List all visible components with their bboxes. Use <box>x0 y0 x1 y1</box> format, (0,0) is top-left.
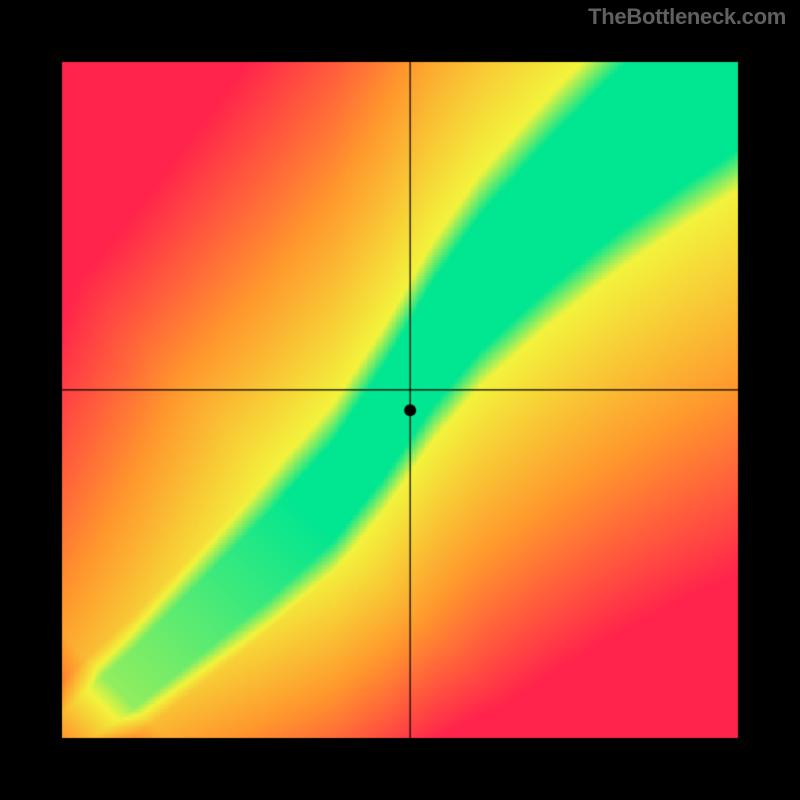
watermark-text: TheBottleneck.com <box>588 4 786 30</box>
chart-container: TheBottleneck.com <box>0 0 800 800</box>
bottleneck-heatmap <box>0 0 800 800</box>
